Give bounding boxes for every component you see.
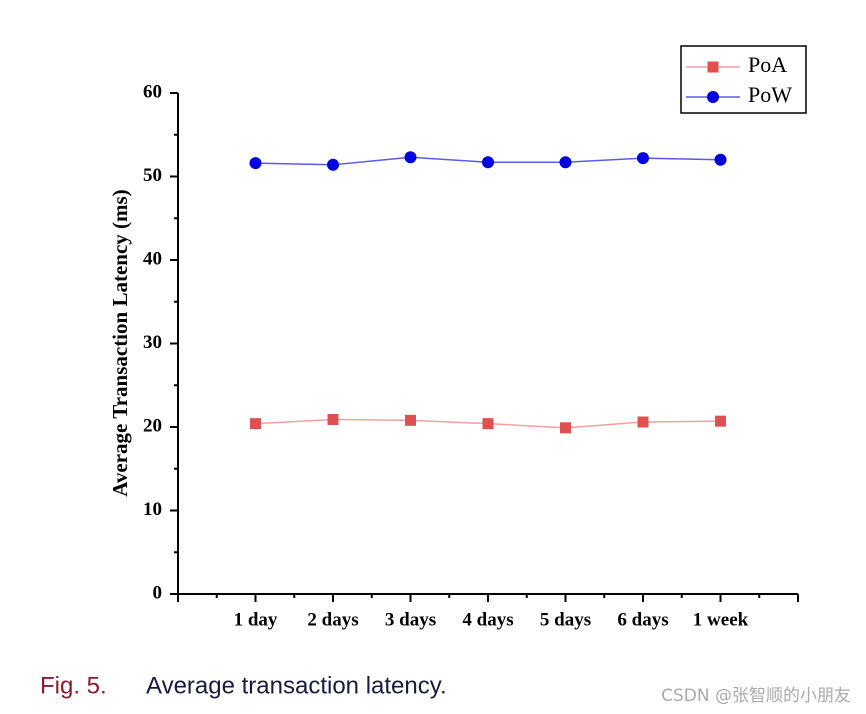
point: [637, 152, 649, 165]
x-tick-label: 3 days: [385, 609, 436, 630]
point: [559, 156, 572, 169]
y-tick-label: 60: [143, 81, 162, 102]
point: [560, 422, 571, 434]
y-tick-label: 20: [143, 415, 162, 436]
x-tick-label: 2 days: [307, 609, 358, 630]
point: [327, 158, 339, 171]
legend-marker: [707, 61, 719, 73]
point: [327, 413, 339, 425]
y-axis-label: Average Transaction Latency (ms): [108, 189, 132, 496]
x-tick-label: 4 days: [462, 609, 513, 630]
y-tick-label: 0: [153, 582, 163, 603]
x-tick-label: 5 days: [540, 609, 591, 630]
y-tick-label: 40: [143, 248, 162, 269]
x-tick-label: 1 day: [234, 609, 278, 630]
point: [637, 416, 649, 428]
point: [482, 156, 494, 169]
point: [482, 418, 494, 430]
legend-label: PoA: [748, 52, 787, 77]
point: [249, 157, 262, 170]
legend-marker: [707, 91, 719, 103]
y-tick-label: 30: [143, 332, 162, 353]
x-tick-label: 1 week: [693, 609, 749, 630]
watermark: CSDN @张智顺的小朋友: [661, 686, 851, 706]
point: [405, 414, 416, 426]
legend-box: [680, 45, 807, 114]
y-tick-label: 10: [143, 499, 162, 520]
point: [714, 153, 727, 166]
point: [715, 415, 726, 427]
caption-number: Fig. 5.: [40, 672, 107, 699]
legend-label: PoW: [748, 82, 792, 107]
y-tick-label: 50: [143, 165, 162, 186]
x-tick-label: 6 days: [617, 609, 668, 630]
point: [250, 418, 261, 430]
point: [404, 151, 417, 164]
caption-text: Average transaction latency.: [146, 672, 447, 699]
